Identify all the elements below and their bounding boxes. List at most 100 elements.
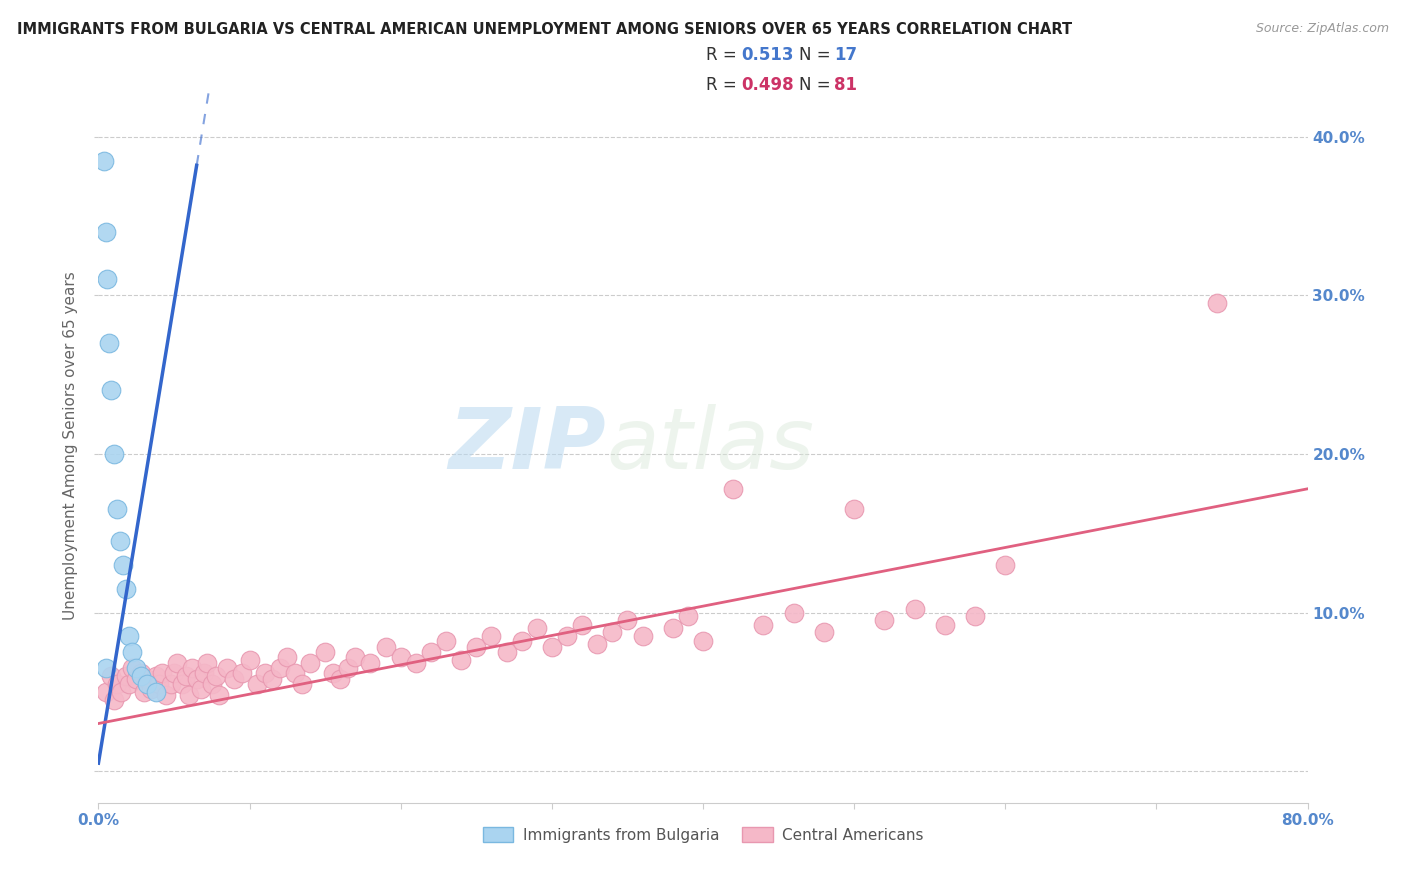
- Point: [495, 645, 517, 659]
- Point: [100, 669, 122, 683]
- Point: [166, 657, 188, 671]
- Text: 17: 17: [834, 46, 856, 64]
- Point: [94, 225, 117, 239]
- Point: [616, 614, 638, 628]
- Text: ZIP: ZIP: [449, 404, 606, 488]
- Point: [239, 653, 262, 667]
- Point: [269, 661, 291, 675]
- Point: [344, 649, 367, 664]
- Point: [195, 657, 218, 671]
- Point: [526, 621, 548, 635]
- Point: [181, 661, 204, 675]
- Point: [98, 335, 121, 350]
- Point: [374, 640, 396, 655]
- Point: [150, 665, 173, 680]
- Point: [571, 618, 593, 632]
- Point: [555, 629, 578, 643]
- Text: 81: 81: [834, 76, 856, 94]
- Point: [118, 629, 141, 643]
- Legend: Immigrants from Bulgaria, Central Americans: Immigrants from Bulgaria, Central Americ…: [477, 821, 929, 848]
- Point: [121, 661, 143, 675]
- Point: [105, 677, 128, 691]
- Point: [844, 502, 866, 516]
- Point: [108, 534, 131, 549]
- Point: [125, 661, 148, 675]
- Point: [602, 624, 624, 639]
- Point: [174, 669, 197, 683]
- Point: [586, 637, 609, 651]
- Point: [510, 634, 533, 648]
- Point: [246, 677, 269, 691]
- Point: [434, 634, 457, 648]
- Point: [661, 621, 683, 635]
- Point: [155, 688, 177, 702]
- Point: [450, 653, 472, 667]
- Text: IMMIGRANTS FROM BULGARIA VS CENTRAL AMERICAN UNEMPLOYMENT AMONG SENIORS OVER 65 : IMMIGRANTS FROM BULGARIA VS CENTRAL AMER…: [17, 22, 1071, 37]
- Point: [262, 672, 284, 686]
- Point: [163, 665, 186, 680]
- Point: [389, 649, 412, 664]
- Point: [135, 672, 157, 686]
- Point: [1206, 296, 1229, 310]
- Point: [201, 677, 224, 691]
- Point: [129, 665, 152, 680]
- Point: [253, 665, 276, 680]
- Point: [96, 272, 118, 286]
- Point: [103, 447, 125, 461]
- Point: [420, 645, 443, 659]
- Point: [170, 677, 193, 691]
- Point: [299, 657, 322, 671]
- Point: [121, 645, 143, 659]
- Point: [105, 502, 128, 516]
- Text: atlas: atlas: [606, 404, 814, 488]
- Text: 0.513: 0.513: [741, 46, 793, 64]
- Point: [135, 677, 157, 691]
- Point: [114, 669, 136, 683]
- Point: [291, 677, 314, 691]
- Point: [783, 606, 806, 620]
- Point: [125, 672, 148, 686]
- Point: [405, 657, 427, 671]
- Point: [145, 685, 167, 699]
- Point: [994, 558, 1017, 572]
- Point: [100, 384, 122, 398]
- Text: 0.498: 0.498: [741, 76, 793, 94]
- Text: Source: ZipAtlas.com: Source: ZipAtlas.com: [1256, 22, 1389, 36]
- Point: [193, 665, 215, 680]
- Point: [676, 608, 699, 623]
- Point: [114, 582, 136, 596]
- Point: [111, 558, 134, 572]
- Point: [179, 688, 201, 702]
- Point: [692, 634, 714, 648]
- Point: [336, 661, 359, 675]
- Point: [118, 677, 141, 691]
- Point: [329, 672, 352, 686]
- Point: [93, 153, 115, 168]
- Point: [145, 669, 167, 683]
- Point: [934, 618, 956, 632]
- Point: [94, 685, 117, 699]
- Point: [186, 672, 208, 686]
- Point: [208, 688, 231, 702]
- Point: [465, 640, 488, 655]
- Point: [904, 602, 927, 616]
- Point: [873, 614, 896, 628]
- Point: [360, 657, 382, 671]
- Point: [813, 624, 835, 639]
- Point: [965, 608, 987, 623]
- Point: [752, 618, 775, 632]
- Point: [284, 665, 307, 680]
- Point: [723, 482, 745, 496]
- Text: R =: R =: [706, 76, 742, 94]
- Point: [190, 681, 212, 696]
- Point: [148, 677, 170, 691]
- Point: [322, 665, 344, 680]
- Point: [231, 665, 253, 680]
- Text: N =: N =: [799, 46, 835, 64]
- Point: [132, 685, 155, 699]
- Point: [224, 672, 246, 686]
- Point: [129, 669, 152, 683]
- Point: [631, 629, 654, 643]
- Point: [103, 692, 125, 706]
- Point: [481, 629, 503, 643]
